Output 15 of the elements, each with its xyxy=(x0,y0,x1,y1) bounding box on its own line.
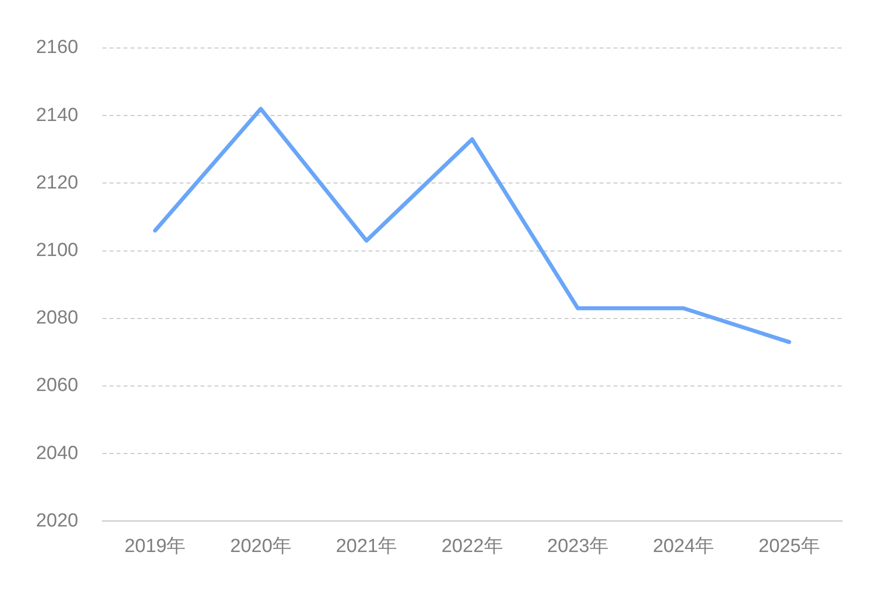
y-tick-label: 2040 xyxy=(36,442,78,464)
x-tick-label: 2023年 xyxy=(547,536,608,557)
x-tick-label: 2024年 xyxy=(652,536,714,557)
y-tick-label: 2020 xyxy=(36,510,78,532)
y-tick-label: 2060 xyxy=(36,375,78,396)
x-tick-label: 2019年 xyxy=(124,536,186,557)
x-tick-label: 2021年 xyxy=(336,536,398,557)
y-tick-label: 2120 xyxy=(36,172,78,194)
x-tick-label: 2022年 xyxy=(441,536,503,557)
y-tick-label: 2140 xyxy=(36,104,78,126)
x-tick-label: 2020年 xyxy=(230,536,292,557)
y-tick-label: 2160 xyxy=(36,37,78,58)
y-tick-label: 2100 xyxy=(36,240,78,262)
x-tick-label: 2025年 xyxy=(758,536,820,557)
y-tick-label: 2080 xyxy=(36,308,78,329)
